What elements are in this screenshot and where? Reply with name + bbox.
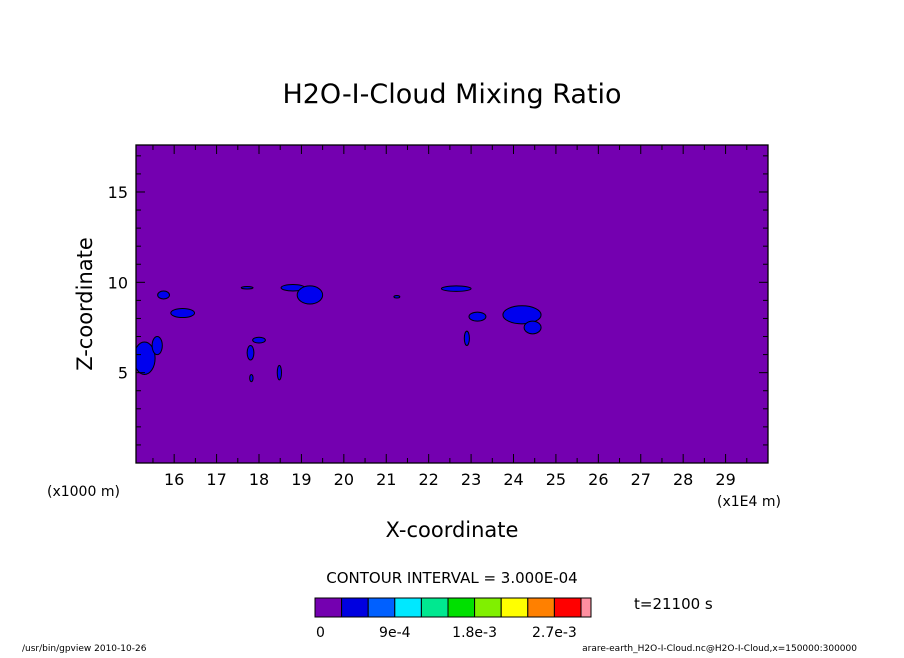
cloud-contour — [157, 290, 171, 300]
colorbar-swatch — [367, 597, 396, 618]
cloud-contour — [136, 341, 156, 375]
cloud-contour — [440, 285, 472, 292]
colorbar-swatch — [474, 597, 502, 618]
cloud-contour — [276, 364, 282, 381]
y-tick-label: 15 — [108, 183, 128, 202]
footer-left: /usr/bin/gpview 2010-10-26 — [22, 644, 147, 654]
colorbar-swatch — [500, 597, 529, 618]
cloud-contour — [463, 330, 470, 347]
colorbar-swatch — [394, 597, 422, 618]
plot-frame — [135, 144, 769, 464]
cloud-contour — [170, 308, 196, 319]
x-tick-label: 21 — [376, 470, 396, 489]
cloud-contour — [468, 311, 487, 322]
x-tick-label: 17 — [206, 470, 226, 489]
x-tick-label: 29 — [715, 470, 735, 489]
colorbar-label: 9e-4 — [379, 625, 411, 641]
colorbar-swatch — [420, 597, 449, 618]
colorbar-swatch — [553, 597, 582, 618]
contour-interval-label: CONTOUR INTERVAL = 3.000E-04 — [326, 569, 577, 587]
y-tick-label: 10 — [108, 273, 128, 292]
colorbar: 0 9e-4 1.8e-3 2.7e-3 — [314, 597, 592, 641]
colorbar-swatch — [580, 597, 592, 618]
x-tick-label: 25 — [546, 470, 566, 489]
y-axis-label: Z-coordinate — [73, 237, 97, 371]
time-label: t=21100 s — [634, 595, 713, 613]
cloud-contour — [393, 295, 401, 299]
x-tick-label: 27 — [631, 470, 651, 489]
colorbar-swatch — [341, 597, 369, 618]
cloud-contour — [249, 373, 254, 383]
x-tick-label: 18 — [249, 470, 269, 489]
footer-right: arare-earth_H2O-I-Cloud.nc@H2O-I-Cloud,x… — [582, 644, 857, 654]
plot-background — [136, 145, 768, 463]
x-tick-label: 20 — [334, 470, 354, 489]
x-tick-label: 22 — [418, 470, 438, 489]
x-tick-label: 28 — [673, 470, 693, 489]
y-tick-label: 5 — [118, 364, 128, 383]
cloud-regions — [136, 283, 542, 383]
x-tick-label: 26 — [588, 470, 608, 489]
colorbar-swatch — [447, 597, 476, 618]
colorbar-swatch — [314, 597, 343, 618]
x-tick-label: 23 — [461, 470, 481, 489]
x-tick-label: 24 — [503, 470, 523, 489]
colorbar-swatch — [527, 597, 555, 618]
cloud-contour — [240, 285, 254, 290]
cloud-contour — [502, 305, 542, 325]
x-tick-label: 16 — [164, 470, 184, 489]
cloud-contour — [523, 320, 542, 335]
x-tick-label: 19 — [291, 470, 311, 489]
plot-area: 16 17 18 19 20 21 22 23 24 25 26 27 28 29 5 10 15 — [108, 144, 769, 489]
colorbar-label: 0 — [316, 625, 325, 641]
x-axis-label: X-coordinate — [386, 518, 519, 542]
cloud-contour — [252, 336, 266, 344]
cloud-contour — [151, 336, 163, 356]
colorbar-label: 2.7e-3 — [532, 625, 577, 641]
x-unit-right: (x1E4 m) — [717, 494, 781, 510]
x-unit-left: (x1000 m) — [47, 484, 120, 500]
colorbar-label: 1.8e-3 — [452, 625, 497, 641]
cloud-contour — [296, 285, 324, 305]
cloud-contour — [246, 345, 255, 361]
chart-title: H2O-I-Cloud Mixing Ratio — [282, 79, 621, 110]
